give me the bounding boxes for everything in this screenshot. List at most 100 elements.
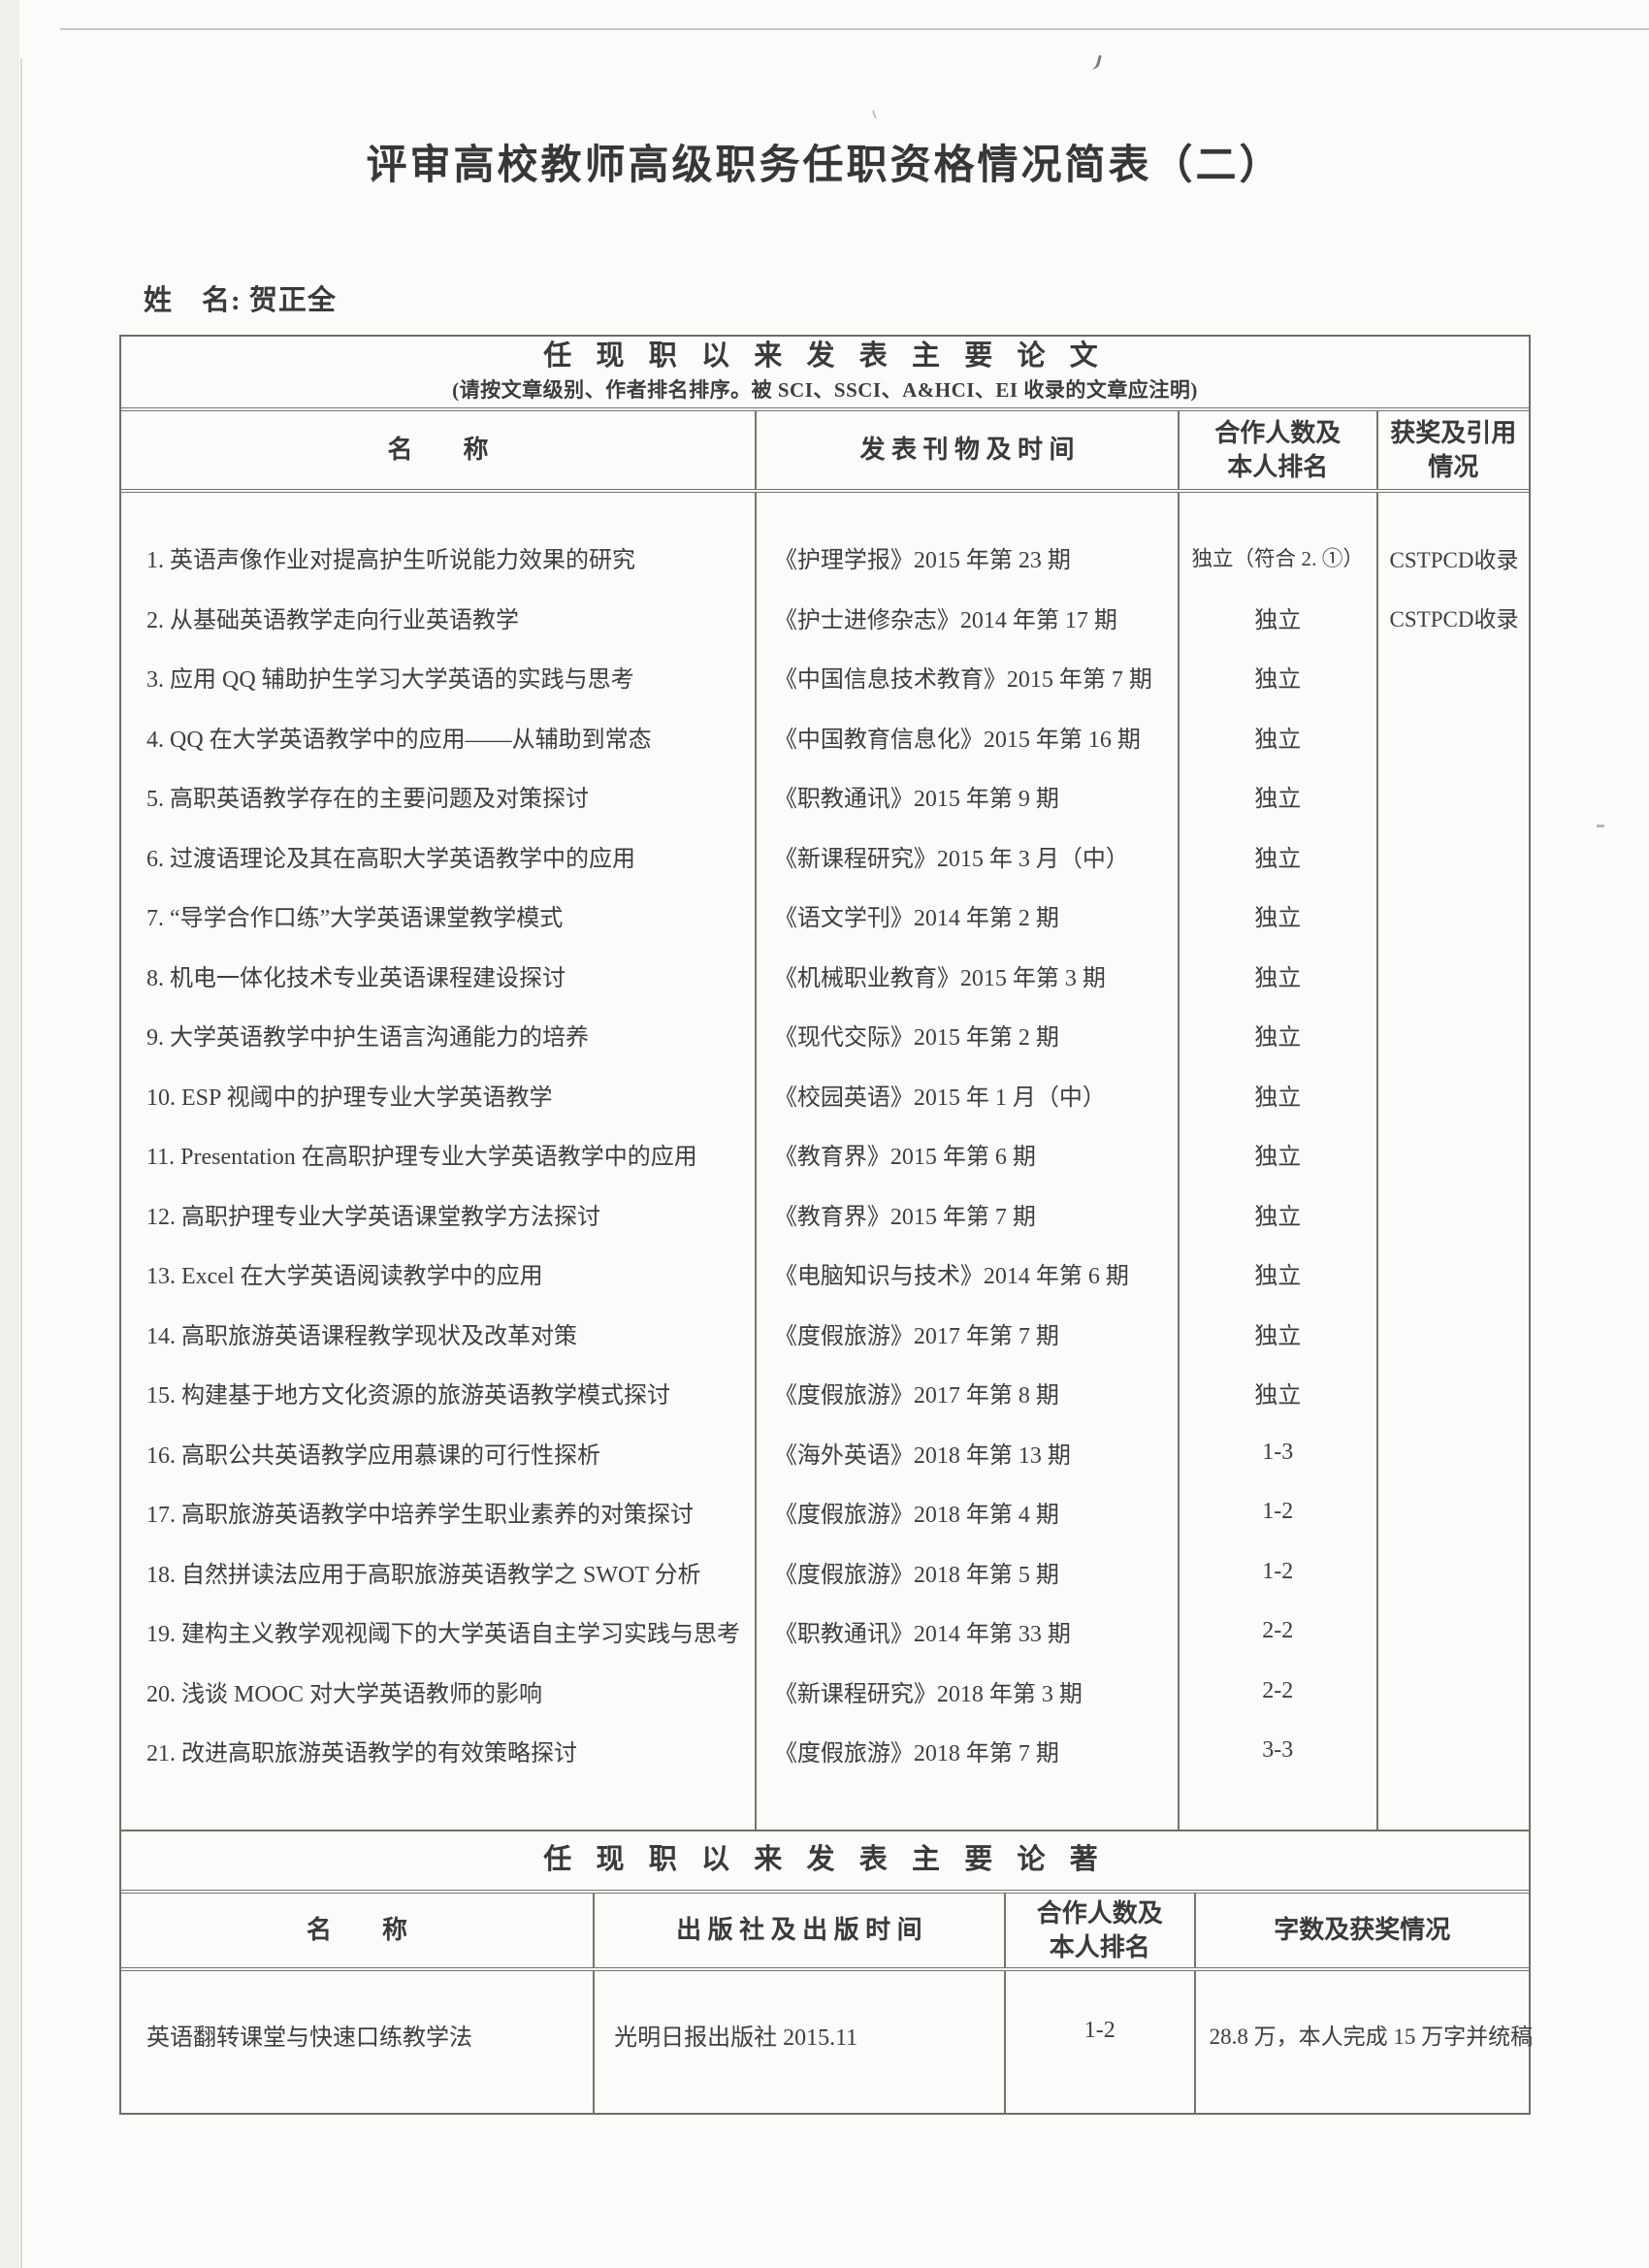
paper-rank: 2-2 — [1262, 1618, 1294, 1644]
book-rank: 1-2 — [1003, 1971, 1194, 2113]
paper-journal: 《现代交际》2015 年第 2 期 — [773, 1025, 1059, 1052]
papers-section-title: 任 现 职 以 来 发 表 主 要 论 文 — [543, 340, 1107, 372]
paper-rank: 独立 — [1254, 846, 1302, 872]
scan-speck — [1088, 53, 1102, 71]
paper-award — [1378, 1184, 1529, 1245]
papers-journal-column: 《护理学报》2015 年第 23 期 《护士进修杂志》2014 年第 17 期 … — [754, 493, 1178, 1830]
scan-speck — [1597, 825, 1604, 827]
paper-title: 8. 机电一体化技术专业英语课程建设探讨 — [146, 965, 566, 991]
col-header-book-rank: 合作人数及 本人排名 — [1003, 1894, 1194, 1967]
paper-award — [1378, 1602, 1529, 1662]
books-table-body: 英语翻转课堂与快速口练教学法 光明日报出版社 2015.11 1-2 28.8 … — [121, 1971, 1533, 2113]
col-header-name: 名 称 — [121, 411, 755, 489]
paper-title: 14. 高职旅游英语课程教学现状及改革对策 — [146, 1323, 577, 1349]
paper-rank: 独立 — [1254, 1025, 1302, 1052]
paper-title: 16. 高职公共英语教学应用慕课的可行性探析 — [146, 1442, 600, 1469]
book-publisher: 光明日报出版社 2015.11 — [593, 1971, 1004, 2113]
paper-rank: 1-2 — [1262, 1499, 1294, 1525]
paper-journal: 《海外英语》2018 年第 13 期 — [773, 1442, 1071, 1469]
paper-rank: 独立 — [1254, 965, 1302, 991]
paper-award — [1378, 1423, 1529, 1483]
col-header-publisher: 出 版 社 及 出 版 时 间 — [593, 1894, 1004, 1967]
paper-journal: 《语文学刊》2014 年第 2 期 — [773, 906, 1059, 932]
books-column-headers: 名 称 出 版 社 及 出 版 时 间 合作人数及 本人排名 字数及获奖情况 — [121, 1894, 1529, 1971]
papers-award-column: CSTPCD收录 CSTPCD收录 — [1375, 493, 1529, 1830]
col-header-award-line2: 情况 — [1428, 453, 1479, 481]
paper-title: 2. 从基础英语教学走向行业英语教学 — [146, 607, 519, 633]
paper-rank: 独立 — [1254, 906, 1302, 932]
paper-title: 10. ESP 视阈中的护理专业大学英语教学 — [146, 1085, 553, 1111]
paper-journal: 《教育界》2015 年第 6 期 — [773, 1145, 1036, 1171]
paper-title: 5. 高职英语教学存在的主要问题及对策探讨 — [146, 787, 589, 813]
col-header-name-label: 名 称 — [387, 436, 489, 465]
paper-award — [1378, 886, 1529, 946]
paper-journal: 《机械职业教育》2015 年第 3 期 — [773, 965, 1106, 991]
paper-journal: 《度假旅游》2018 年第 7 期 — [773, 1741, 1059, 1767]
paper-award — [1378, 1124, 1529, 1184]
paper-award — [1378, 1304, 1529, 1364]
paper-rank: 2-2 — [1262, 1677, 1294, 1703]
col-header-words-label: 字数及获奖情况 — [1274, 1916, 1451, 1945]
paper-rank: 独立 — [1254, 1204, 1302, 1230]
scan-top-edge — [60, 28, 1649, 30]
paper-title: 17. 高职旅游英语教学中培养学生职业素养的对策探讨 — [146, 1503, 694, 1529]
paper-title: 21. 改进高职旅游英语教学的有效策略探讨 — [146, 1741, 577, 1767]
paper-title: 9. 大学英语教学中护生语言沟通能力的培养 — [146, 1025, 589, 1052]
papers-title-column: 1. 英语声像作业对提高护生听说能力效果的研究 2. 从基础英语教学走向行业英语… — [121, 493, 755, 1830]
document-title: 评审高校教师高级职务任职资格情况简表（二） — [366, 144, 1283, 188]
paper-title: 7. “导学合作口练”大学英语课堂教学模式 — [146, 906, 564, 932]
papers-section-header: 任 现 职 以 来 发 表 主 要 论 文 (请按文章级别、作者排名排序。被 S… — [121, 337, 1529, 411]
paper-award — [1378, 1721, 1529, 1781]
paper-rank: 独立 — [1254, 607, 1302, 633]
scan-page-edge — [20, 58, 22, 2268]
paper-rank: 独立 — [1254, 667, 1302, 694]
paper-journal: 《护理学报》2015 年第 23 期 — [773, 548, 1071, 574]
paper-rank: 1-3 — [1262, 1439, 1294, 1465]
books-section-header: 任 现 职 以 来 发 表 主 要 论 著 — [121, 1831, 1529, 1894]
paper-rank: 独立 — [1254, 1323, 1302, 1349]
paper-title: 12. 高职护理专业大学英语课堂教学方法探讨 — [146, 1204, 600, 1230]
paper-journal: 《中国教育信息化》2015 年第 16 期 — [773, 727, 1141, 753]
paper-journal: 《电脑知识与技术》2014 年第 6 期 — [773, 1264, 1129, 1290]
paper-title: 3. 应用 QQ 辅助护生学习大学英语的实践与思考 — [146, 667, 634, 694]
col-header-book-rank-line2: 本人排名 — [1049, 1933, 1150, 1961]
paper-rank: 独立 — [1254, 1145, 1302, 1171]
col-header-journal-label: 发 表 刊 物 及 时 间 — [859, 436, 1075, 465]
paper-rank: 独立 — [1254, 787, 1302, 813]
paper-award — [1378, 1482, 1529, 1542]
papers-rank-column: 独立（符合 2. ①） 独立 独立 独立 独立 独立 独立 独立 独立 独立 独… — [1177, 493, 1376, 1830]
paper-rank: 独立 — [1254, 727, 1302, 753]
paper-journal: 《度假旅游》2017 年第 8 期 — [773, 1383, 1059, 1409]
paper-award — [1378, 826, 1529, 887]
col-header-book-name: 名 称 — [121, 1894, 593, 1967]
paper-journal: 《度假旅游》2017 年第 7 期 — [773, 1323, 1059, 1349]
paper-title: 18. 自然拼读法应用于高职旅游英语教学之 SWOT 分析 — [146, 1562, 701, 1588]
paper-title: 19. 建构主义教学观视阈下的大学英语自主学习实践与思考 — [146, 1622, 740, 1648]
paper-award — [1378, 1662, 1529, 1722]
col-header-book-name-label: 名 称 — [307, 1916, 408, 1945]
paper-rank: 1-2 — [1262, 1558, 1294, 1584]
col-header-rank: 合作人数及 本人排名 — [1177, 411, 1376, 489]
papers-section-note: (请按文章级别、作者排名排序。被 SCI、SSCI、A&HCI、EI 收录的文章… — [452, 378, 1198, 403]
col-header-award: 获奖及引用 情况 — [1375, 411, 1529, 489]
scan-left-margin — [0, 0, 19, 2268]
paper-award: CSTPCD收录 — [1389, 547, 1519, 572]
paper-title: 20. 浅谈 MOOC 对大学英语教师的影响 — [146, 1681, 543, 1707]
scan-speck — [871, 108, 882, 119]
book-title: 英语翻转课堂与快速口练教学法 — [146, 2025, 472, 2051]
name-field: 姓 名: 贺正全 — [144, 285, 337, 316]
col-header-book-rank-line1: 合作人数及 — [1036, 1898, 1163, 1928]
paper-title: 15. 构建基于地方文化资源的旅游英语教学模式探讨 — [146, 1383, 670, 1409]
paper-title: 4. QQ 在大学英语教学中的应用——从辅助到常态 — [146, 727, 652, 753]
paper-award: CSTPCD收录 — [1389, 607, 1519, 632]
paper-award — [1378, 766, 1529, 826]
paper-title: 6. 过渡语理论及其在高职大学英语教学中的应用 — [146, 846, 635, 872]
col-header-rank-line2: 本人排名 — [1227, 453, 1329, 481]
paper-journal: 《护士进修杂志》2014 年第 17 期 — [773, 607, 1117, 633]
paper-award — [1378, 1363, 1529, 1423]
paper-journal: 《中国信息技术教育》2015 年第 7 期 — [773, 667, 1152, 694]
paper-award — [1378, 647, 1529, 707]
col-header-journal: 发 表 刊 物 及 时 间 — [754, 411, 1178, 489]
paper-award — [1378, 707, 1529, 767]
paper-rank: 独立 — [1254, 1264, 1302, 1290]
